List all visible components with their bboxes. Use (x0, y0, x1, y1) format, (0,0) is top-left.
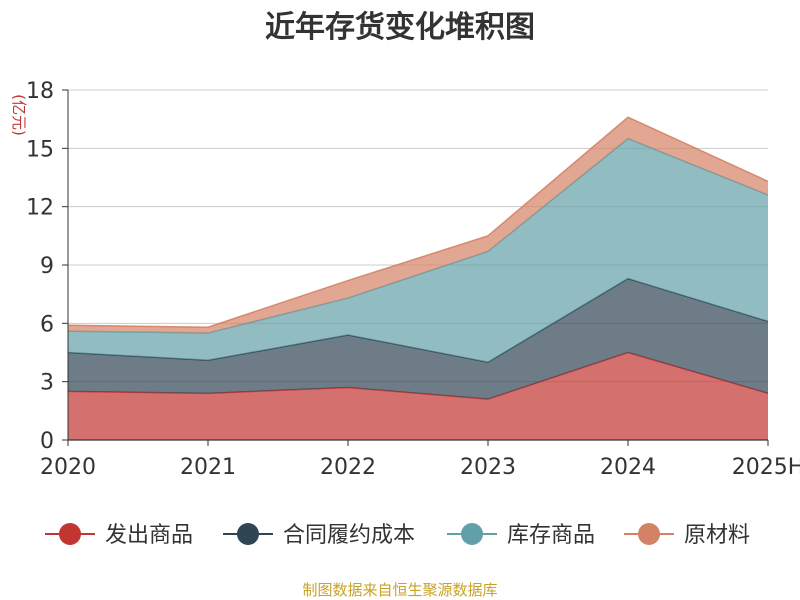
y-tick-label: 15 (26, 137, 54, 162)
legend-label-3: 库存商品 (507, 523, 595, 548)
chart-title: 近年存货变化堆积图 (265, 10, 535, 45)
axes: 0 3 6 9 12 15 18 2020 2021 2022 2023 2024 2025H (26, 79, 800, 480)
y-tick-label: 12 (26, 196, 54, 221)
area-series-1 (68, 352, 768, 440)
area-series-line-4 (67, 116, 769, 328)
y-tick-label: 6 (40, 312, 54, 337)
y-axis-label: (亿元) (10, 94, 28, 136)
legend-marker-4 (638, 523, 660, 545)
legend-label-2: 合同履约成本 (283, 523, 415, 548)
source-note: 制图数据来自恒生聚源数据库 (302, 581, 497, 599)
x-tick-label: 2021 (180, 455, 236, 480)
legend-marker-2 (237, 523, 259, 545)
legend-label-1: 发出商品 (105, 523, 193, 548)
legend: 发出商品 合同履约成本 库存商品 原材料 (45, 523, 750, 548)
legend-label-4: 原材料 (684, 523, 750, 548)
x-tick-label: 2024 (600, 455, 656, 480)
x-tick-label: 2025H (732, 455, 800, 480)
y-tick-label: 18 (26, 79, 54, 104)
x-tick-label: 2020 (40, 455, 96, 480)
area-series-line-3 (67, 137, 769, 334)
x-tick-label: 2022 (320, 455, 376, 480)
y-tick-label: 3 (40, 371, 54, 396)
x-tick-label: 2023 (460, 455, 516, 480)
area-series-group (67, 116, 769, 440)
area-series-3 (68, 138, 768, 363)
legend-marker-3 (461, 523, 483, 545)
y-tick-label: 0 (40, 429, 54, 454)
legend-marker-1 (59, 523, 81, 545)
y-tick-label: 9 (40, 254, 54, 279)
area-series-2 (68, 278, 768, 400)
